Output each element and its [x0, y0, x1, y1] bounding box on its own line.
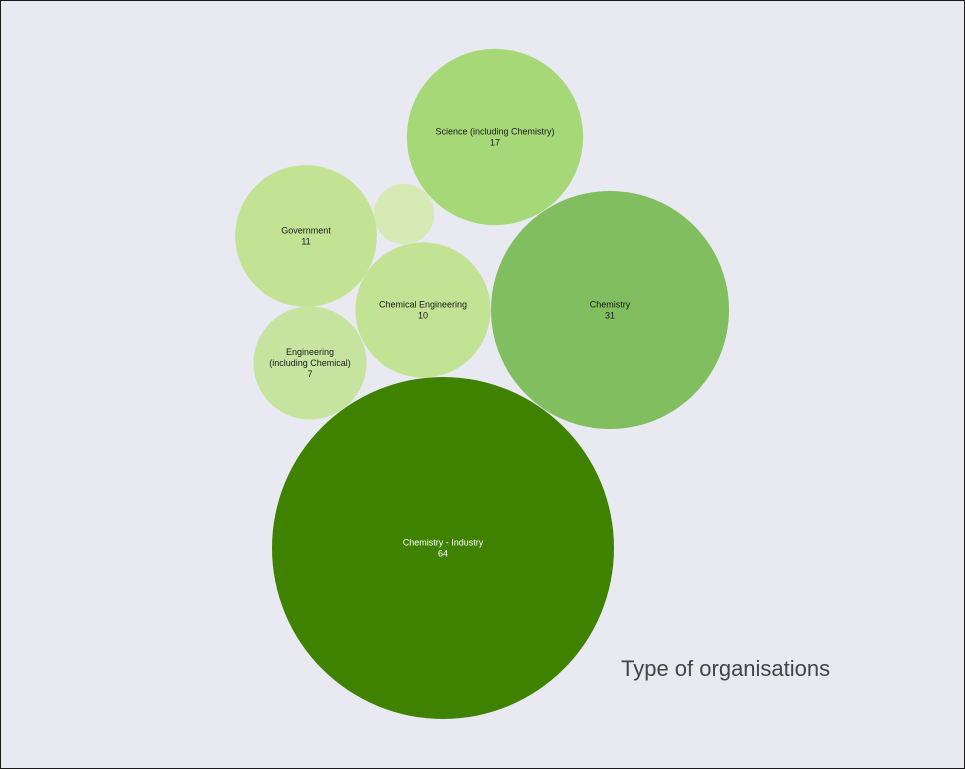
bubble-value: 17 — [490, 138, 500, 148]
bubble-label: Chemical Engineering 10 — [379, 300, 467, 321]
bubble-circle — [406, 48, 584, 226]
bubble-label: Science (including Chemistry) 17 — [435, 127, 554, 148]
bubble-value: 7 — [307, 369, 312, 379]
bubble-value: 31 — [605, 311, 615, 321]
bubble-circle — [235, 165, 377, 307]
bubble-value: 11 — [301, 237, 310, 247]
bubble-value: 10 — [418, 311, 428, 321]
bubble-label: Engineering (including Chemical) 7 — [269, 347, 351, 379]
bubble-circle — [355, 242, 491, 378]
bubble-name: Government — [281, 226, 331, 236]
bubble: Government 11 — [235, 165, 377, 307]
bubble: Chemistry 31 — [490, 190, 730, 430]
bubble-name: Chemistry - Industry — [403, 538, 484, 548]
bubble-name: (including Chemical) — [269, 358, 351, 368]
bubble-circle — [373, 183, 435, 245]
bubble-value: 64 — [438, 549, 448, 559]
bubble-name: Science (including Chemistry) — [435, 127, 554, 137]
bubble: Science (including Chemistry) 17 — [406, 48, 584, 226]
bubble-name: Chemistry — [590, 300, 631, 310]
bubble-circle — [253, 306, 367, 420]
chart-title: Type of organisations — [621, 656, 831, 681]
bubble-circle — [272, 377, 614, 719]
bubble-label: Chemistry 31 — [590, 300, 631, 321]
bubble: Engineering (including Chemical) 7 — [253, 306, 367, 420]
bubble — [373, 183, 435, 245]
bubble-name: Chemical Engineering — [379, 300, 467, 310]
bubble-label: Chemistry - Industry 64 — [403, 538, 484, 559]
bubble: Chemical Engineering 10 — [355, 242, 491, 378]
bubble: Chemistry - Industry 64 — [272, 377, 614, 719]
bubble-label: Government 11 — [281, 226, 331, 247]
bubble-name: Engineering — [286, 347, 334, 357]
bubble-circle — [490, 190, 730, 430]
